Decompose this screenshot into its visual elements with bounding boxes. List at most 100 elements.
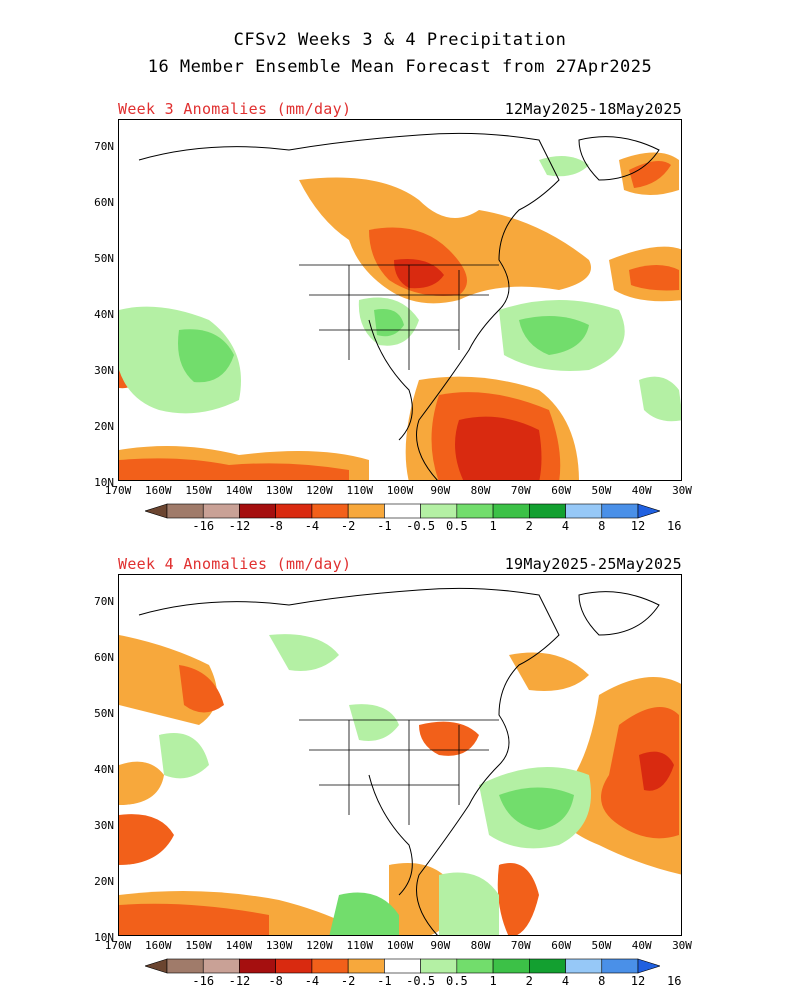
colorbar-label: 2 <box>525 519 533 533</box>
lon-label: 110W <box>346 939 373 952</box>
colorbar-swatch <box>144 503 168 519</box>
lon-label: 160W <box>145 484 172 497</box>
lon-label: 80W <box>470 484 491 497</box>
lat-label: 10N <box>94 931 114 944</box>
colorbar-graphic <box>144 503 661 519</box>
lon-label: 70W <box>510 939 531 952</box>
lon-label: 60W <box>551 939 572 952</box>
lon-label: 90W <box>430 484 451 497</box>
lon-label: 60W <box>551 484 572 497</box>
lon-label: 130W <box>265 939 293 952</box>
colorbar-swatch <box>239 958 276 974</box>
chart-title-line1: CFSv2 Weeks 3 & 4 Precipitation <box>233 30 567 50</box>
colorbar-swatch <box>311 503 349 519</box>
lat-label: 50N <box>94 252 114 265</box>
colorbar-swatch <box>384 958 421 974</box>
colorbar-label: -16 <box>192 974 215 988</box>
lon-label: 170W <box>104 939 132 952</box>
colorbar-swatch <box>529 958 566 974</box>
colorbar-label: -2 <box>340 974 356 988</box>
colorbar-label: 12 <box>630 974 646 988</box>
colorbar-swatch <box>347 958 385 974</box>
week4-anomaly-map <box>118 574 682 936</box>
lat-label: 30N <box>94 819 114 832</box>
colorbar-label: 12 <box>630 519 646 533</box>
lon-label: 110W <box>346 484 373 497</box>
lat-label: 20N <box>94 420 114 433</box>
lon-label: 90W <box>430 939 451 952</box>
colorbar-label: 4 <box>561 974 570 988</box>
colorbar-label: 1 <box>489 519 497 533</box>
lat-label: 60N <box>94 651 114 664</box>
lon-label: 40W <box>631 484 652 497</box>
colorbar-label: 16 <box>666 974 682 988</box>
colorbar-swatch <box>202 958 240 974</box>
colorbar-label: -8 <box>268 974 283 988</box>
lat-label: 60N <box>94 196 114 209</box>
lon-label: 140W <box>225 484 253 497</box>
colorbar-label: 0.5 <box>446 974 468 988</box>
lon-label: 120W <box>306 939 333 952</box>
colorbar-swatch <box>456 503 494 519</box>
colorbar-swatch <box>601 503 639 519</box>
lon-label: 170W <box>104 484 132 497</box>
colorbar-swatch <box>420 958 458 974</box>
colorbar-label: 0.5 <box>446 519 468 533</box>
lon-label: 160W <box>145 939 172 952</box>
colorbar-swatch <box>144 958 168 974</box>
colorbar-label: -1 <box>377 519 392 533</box>
lon-label: 150W <box>185 939 212 952</box>
colorbar-swatch <box>529 503 566 519</box>
lon-label: 150W <box>185 484 212 497</box>
colorbar-label: -16 <box>192 519 215 533</box>
colorbar-label: -4 <box>304 974 320 988</box>
lon-label: 120W <box>306 484 333 497</box>
colorbar-swatch <box>637 503 661 519</box>
colorbar-label: -0.5 <box>406 974 436 988</box>
colorbar-label: 8 <box>598 519 606 533</box>
colorbar-label: 16 <box>666 519 682 533</box>
panel2-dates: 19May2025-25May2025 <box>504 555 682 573</box>
colorbar-swatch <box>275 958 313 974</box>
lat-label: 20N <box>94 875 114 888</box>
colorbar-swatch <box>275 503 313 519</box>
colorbar-swatch <box>565 503 603 519</box>
colorbar-swatch <box>384 503 421 519</box>
panel2-label: Week 4 Anomalies (mm/day) <box>118 555 352 573</box>
chart-title-line2: 16 Member Ensemble Mean Forecast from 27… <box>147 57 653 77</box>
lon-label: 30W <box>672 939 692 952</box>
lon-label: 70W <box>510 484 531 497</box>
colorbar-label: 4 <box>561 519 570 533</box>
lon-label: 30W <box>672 484 692 497</box>
colorbar-label: 2 <box>525 974 533 988</box>
week3-map-graphic <box>119 132 681 480</box>
lat-label: 40N <box>94 308 114 321</box>
lon-label: 100W <box>386 939 414 952</box>
lon-label: 140W <box>225 939 253 952</box>
colorbar-label: -2 <box>340 519 356 533</box>
colorbar-label: -1 <box>377 974 392 988</box>
colorbar-swatch <box>637 958 661 974</box>
colorbar-swatch <box>565 958 603 974</box>
lon-label: 130W <box>265 484 293 497</box>
colorbar-swatch <box>166 958 204 974</box>
colorbar-swatch <box>456 958 494 974</box>
lat-label: 70N <box>94 595 114 608</box>
lon-label: 50W <box>591 484 612 497</box>
colorbar-graphic <box>144 958 661 974</box>
colorbar-swatch <box>166 503 204 519</box>
panel1-label: Week 3 Anomalies (mm/day) <box>118 100 352 118</box>
colorbar-label: -8 <box>268 519 283 533</box>
lat-label: 10N <box>94 476 114 489</box>
colorbar-swatch <box>347 503 385 519</box>
colorbar-label: 8 <box>598 974 606 988</box>
colorbar-swatch <box>492 958 530 974</box>
lat-label: 30N <box>94 364 114 377</box>
lat-label: 70N <box>94 140 114 153</box>
colorbar-label: -0.5 <box>406 519 436 533</box>
lon-label: 100W <box>386 484 414 497</box>
lat-label: 50N <box>94 707 114 720</box>
week4-map-graphic <box>119 587 681 935</box>
week3-anomaly-map <box>118 119 682 481</box>
panel1-dates: 12May2025-18May2025 <box>504 100 682 118</box>
